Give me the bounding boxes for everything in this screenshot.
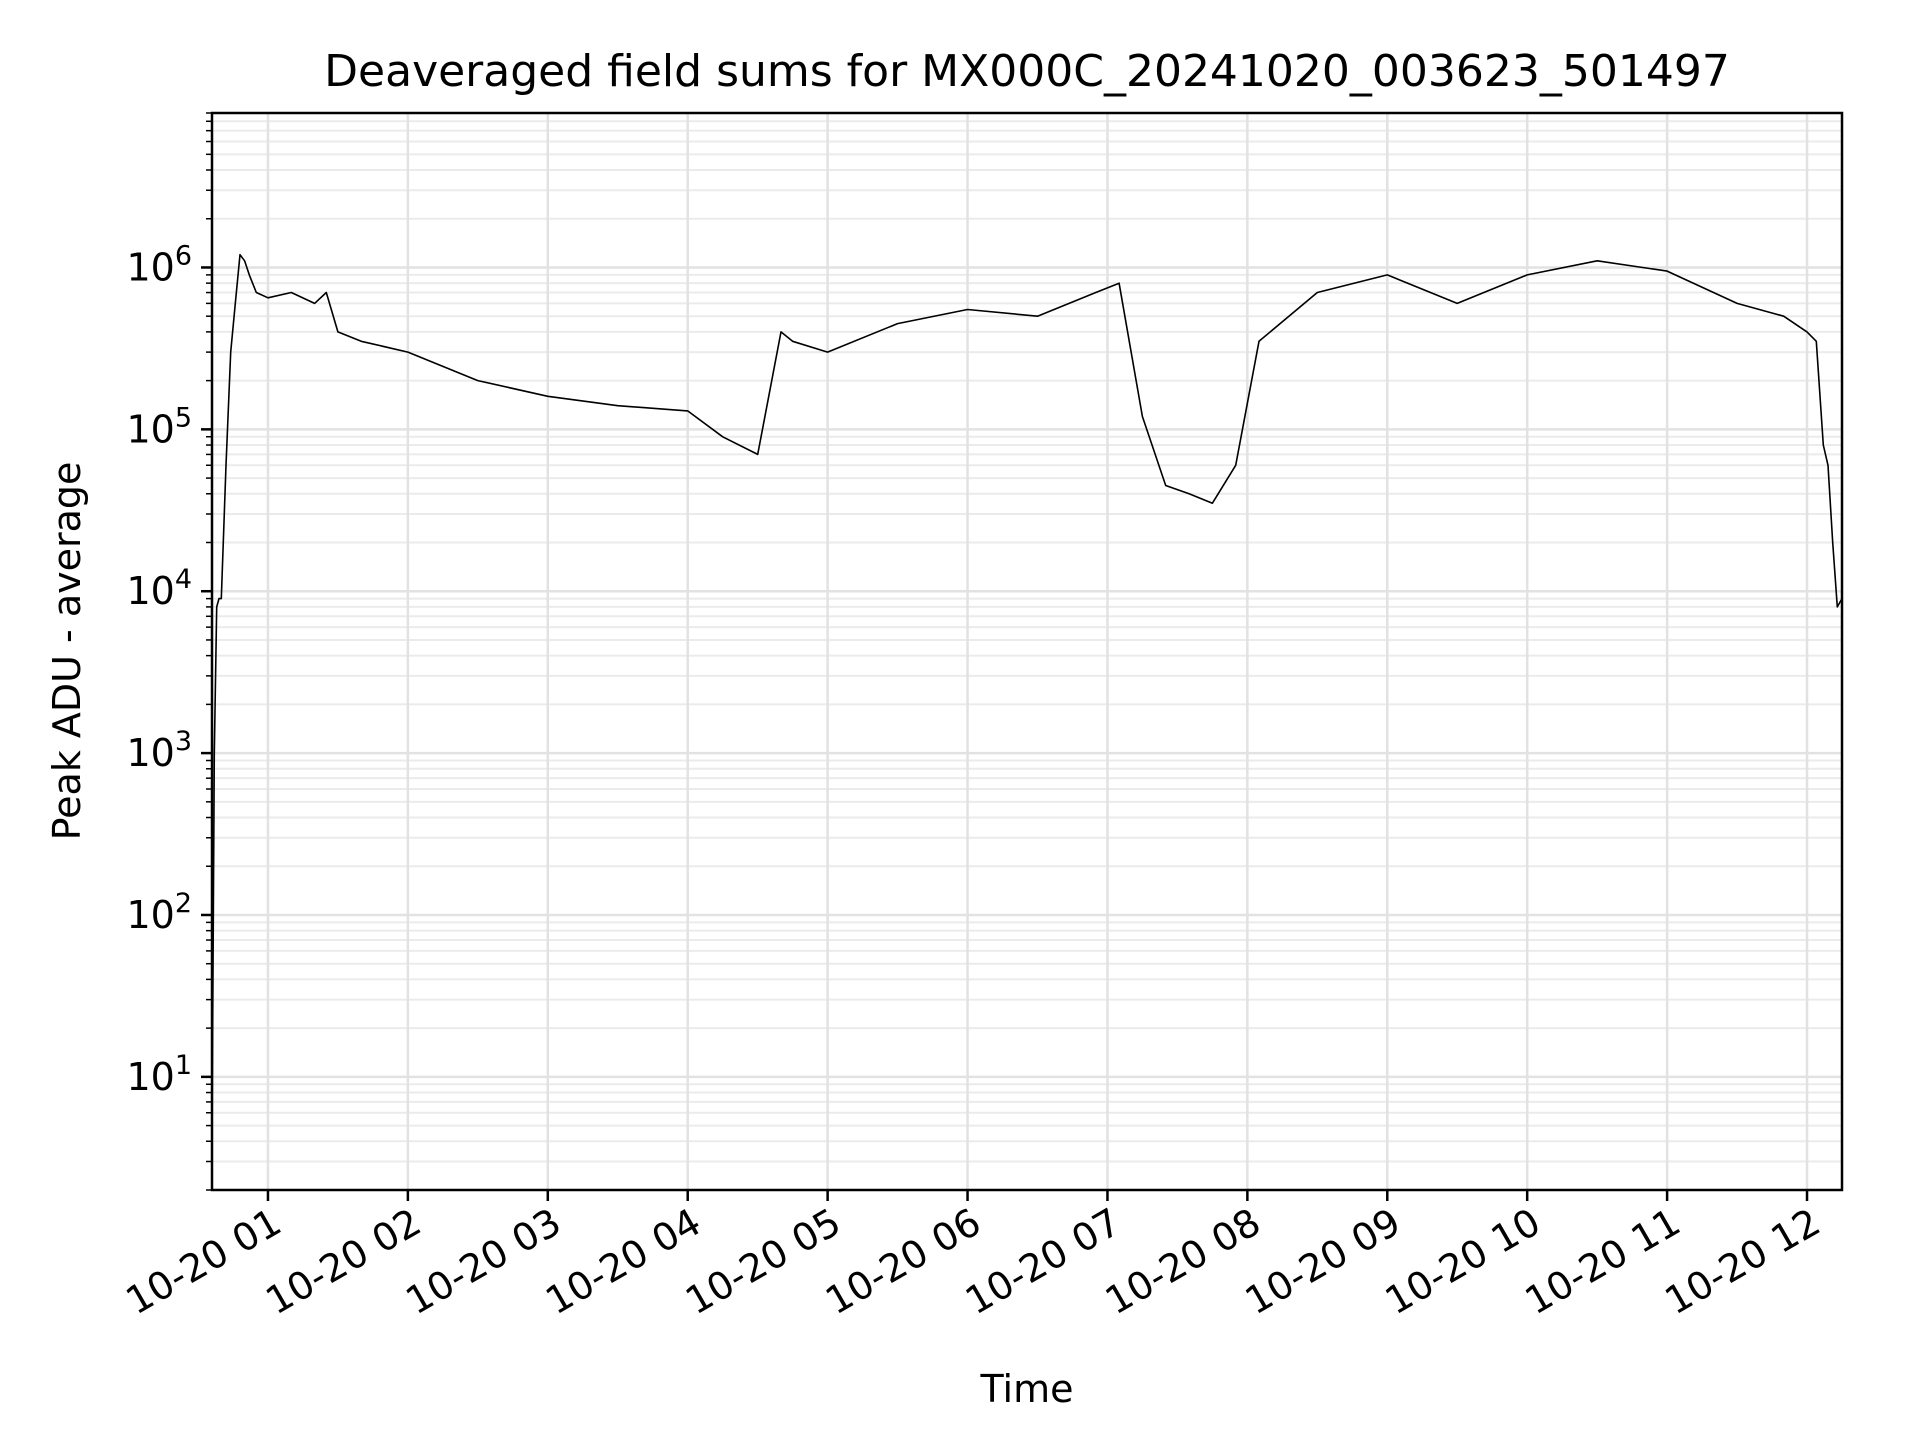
minor-gridlines: [212, 112, 1842, 1191]
chart-title: Deaveraged field sums for MX000C_2024102…: [324, 46, 1730, 97]
data-series: [211, 253, 1843, 1142]
y-tick-label: 106: [126, 240, 192, 289]
series-line: [211, 253, 1843, 1142]
y-axis-label: Peak ADU - average: [45, 462, 89, 841]
plot-frame: [210, 111, 1844, 1192]
major-gridlines: [212, 113, 1842, 1190]
x-axis-label: Time: [980, 1367, 1074, 1411]
